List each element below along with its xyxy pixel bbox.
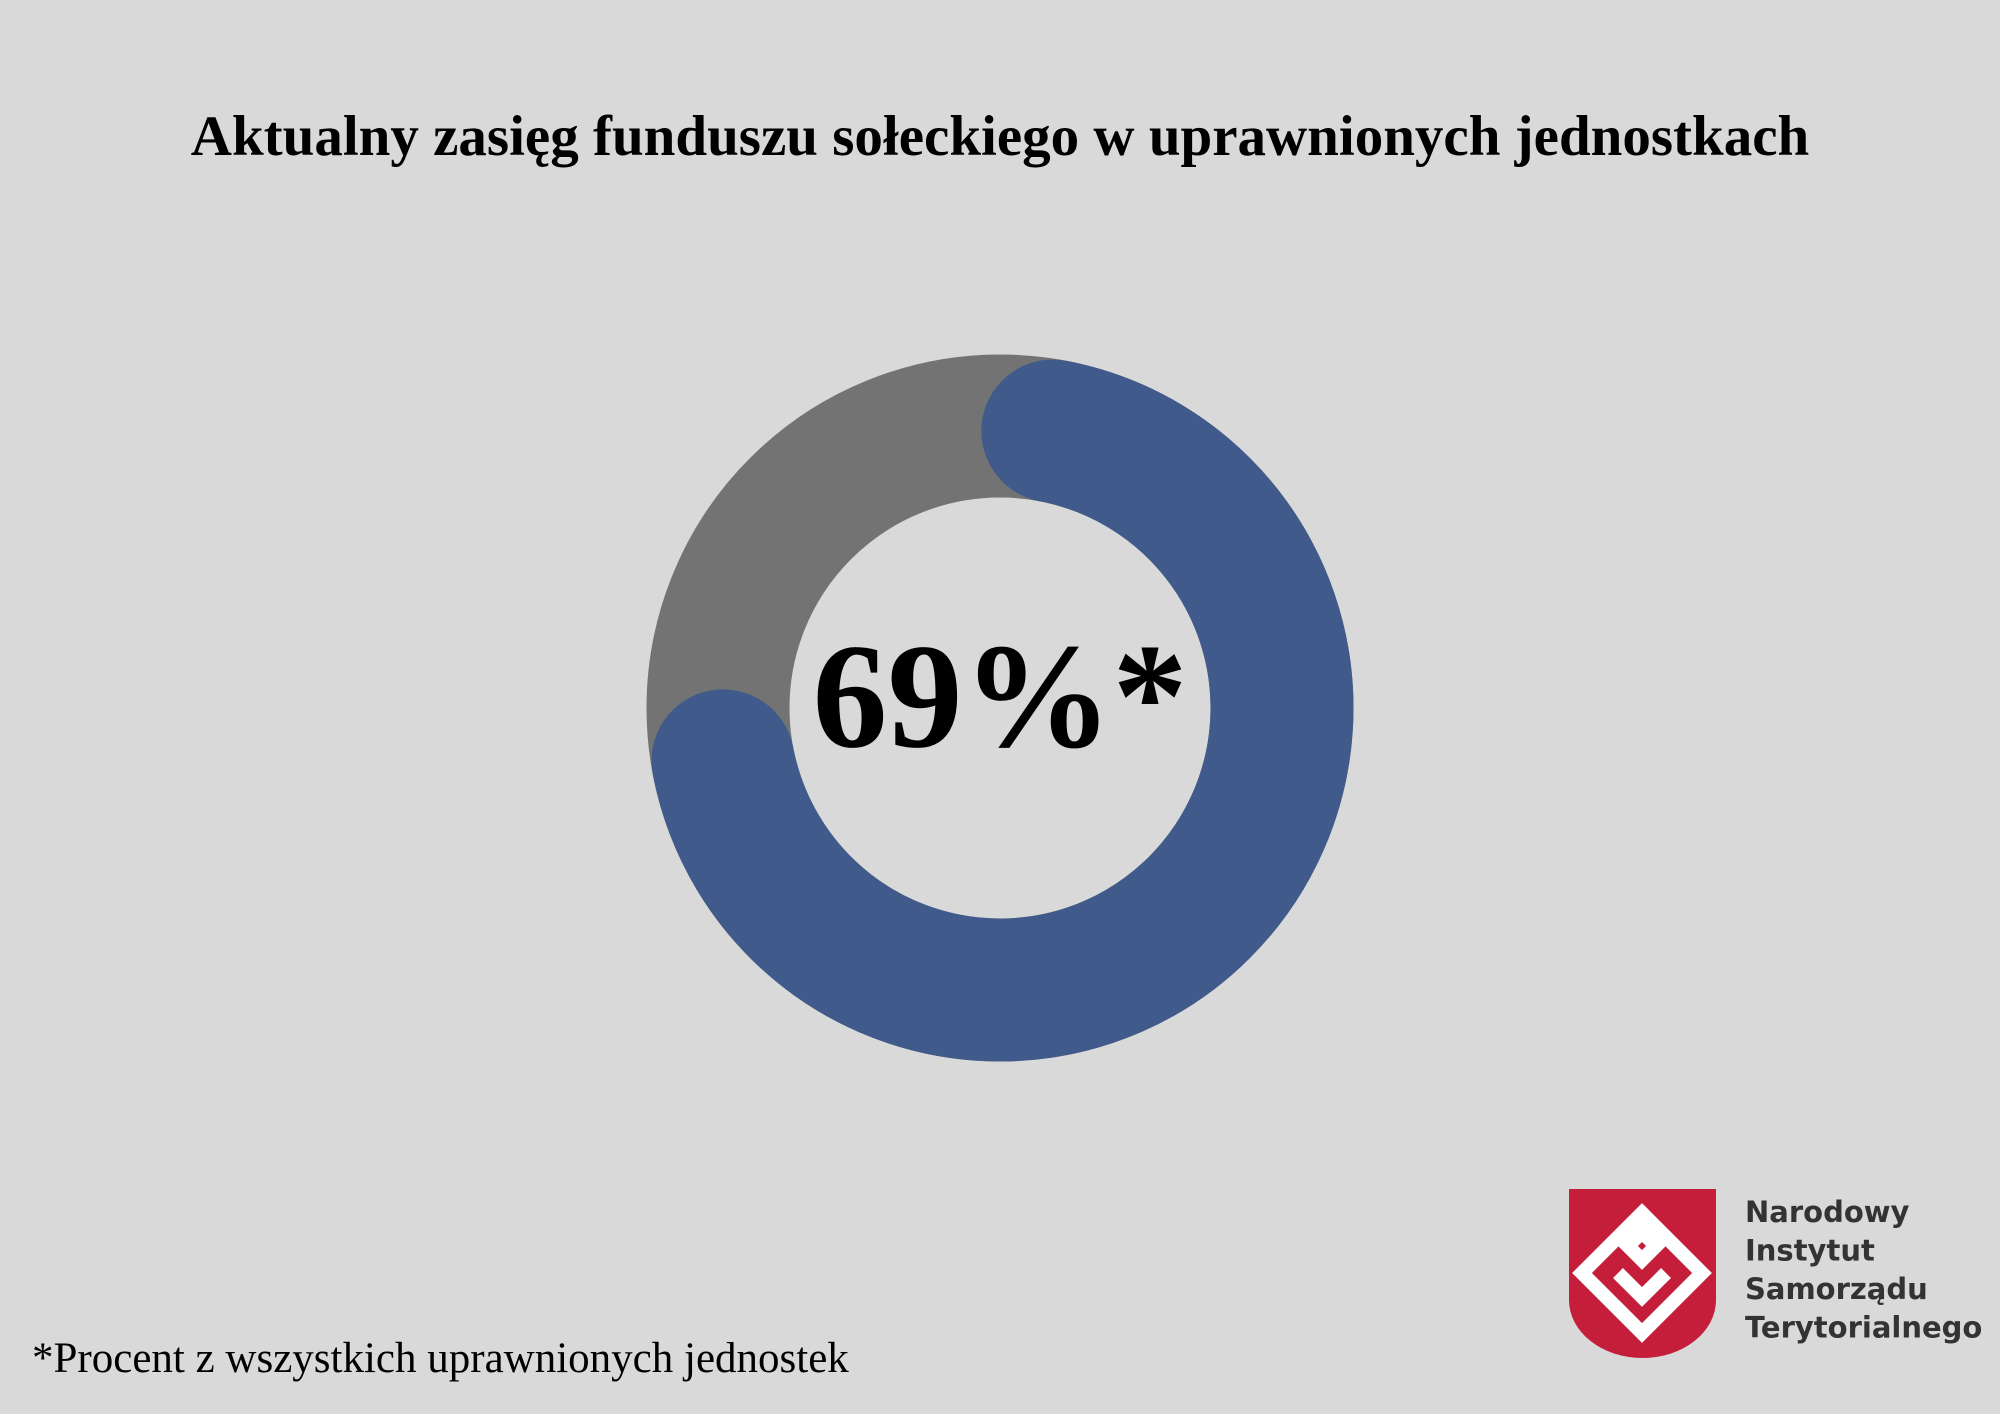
logo-shield (1569, 1189, 1716, 1358)
donut-segment (651, 359, 1354, 1062)
logo-text: Samorządu (1745, 1272, 1928, 1306)
logo-text: Terytorialnego (1745, 1311, 1982, 1345)
chart-title: Aktualny zasięg funduszu sołeckiego w up… (191, 105, 1809, 168)
donut: 69%* (646, 354, 1354, 1062)
footnote: *Procent z wszystkich uprawnionych jedno… (32, 1335, 849, 1382)
logo: Narodowy Instytut Samorządu Terytorialnego (1569, 1189, 1982, 1358)
logo-text: Narodowy (1745, 1195, 1910, 1229)
center-label: 69%* (813, 613, 1188, 779)
logo-pattern (1572, 1203, 1712, 1343)
logo-text: Instytut (1745, 1234, 1875, 1268)
